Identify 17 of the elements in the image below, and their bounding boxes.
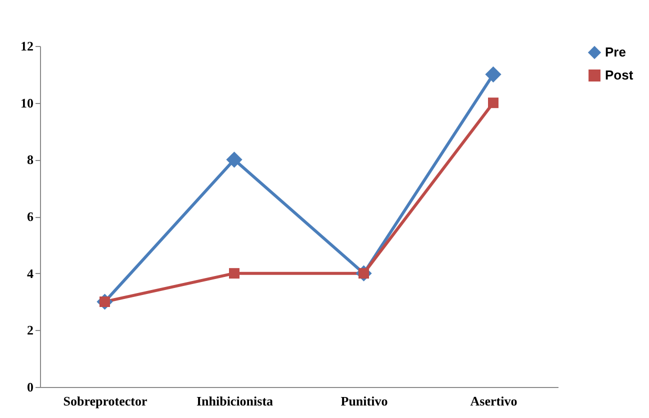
- point: [488, 98, 498, 108]
- legend-label: Post: [605, 68, 634, 82]
- x-tick-label: Punitivo: [340, 394, 388, 408]
- y-tick-label: 4: [27, 266, 34, 281]
- point: [485, 66, 502, 82]
- y-tick-label: 6: [27, 209, 34, 224]
- x-tick-label: Sobreprotector: [63, 394, 148, 408]
- point: [229, 268, 240, 279]
- x-tick-label: Asertivo: [470, 394, 518, 408]
- legend-label: Pre: [605, 44, 626, 60]
- point: [226, 152, 242, 168]
- y-tick-label: 12: [20, 38, 34, 54]
- x-tick-label: Inhibicionista: [196, 394, 274, 408]
- y-tick-label: 2: [27, 322, 34, 338]
- y-tick-label: 10: [20, 95, 34, 110]
- y-tick-label: 0: [27, 380, 34, 394]
- y-tick-label: 8: [27, 152, 34, 168]
